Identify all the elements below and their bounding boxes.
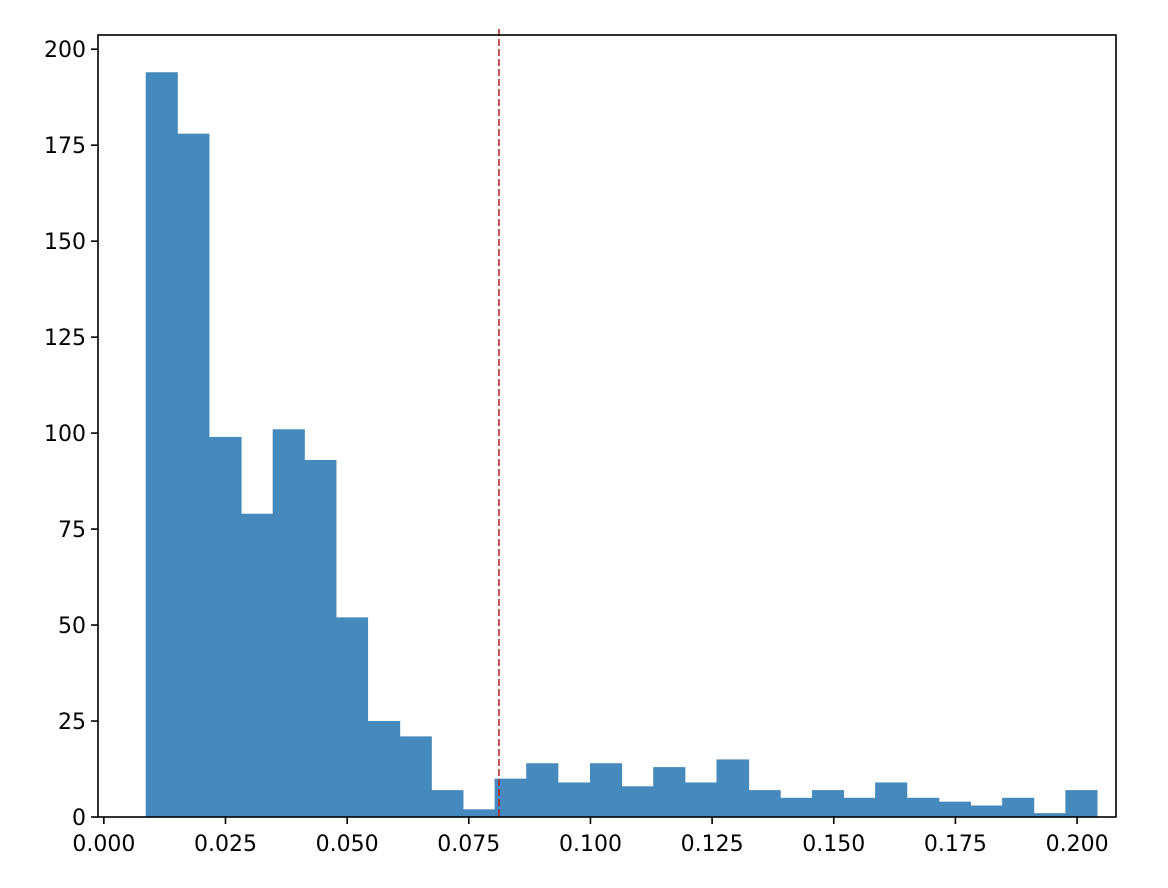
bar [906, 797, 940, 817]
x-tick-label: 0.000 [72, 832, 135, 857]
y-tick-label: 200 [44, 38, 86, 63]
bar [1002, 797, 1035, 817]
bar [241, 513, 274, 817]
x-tick-label: 0.175 [924, 832, 987, 857]
bar [621, 786, 654, 817]
x-tick-label: 0.200 [1046, 832, 1109, 857]
y-tick-label: 150 [44, 230, 86, 255]
bar [970, 805, 1003, 817]
bar [1065, 790, 1098, 817]
y-tick-label: 100 [44, 422, 86, 447]
bar [367, 721, 401, 817]
bar [177, 133, 210, 818]
bar [431, 790, 464, 817]
x-tick-label: 0.150 [802, 832, 865, 857]
bar [335, 617, 369, 817]
x-tick-label: 0.125 [681, 832, 744, 857]
bar [494, 778, 527, 817]
bar [716, 759, 750, 817]
y-tick-label: 0 [72, 806, 86, 831]
bar [875, 782, 908, 817]
bar [145, 72, 178, 817]
bar [208, 436, 242, 817]
bar [462, 809, 496, 817]
x-tick-label: 0.075 [437, 832, 500, 857]
bar [399, 736, 432, 817]
bar [843, 797, 876, 817]
y-tick-label: 175 [44, 134, 86, 159]
y-tick-label: 75 [58, 518, 86, 543]
bar [304, 459, 337, 817]
bar [557, 782, 591, 817]
bar [653, 767, 686, 817]
x-tick-label: 0.100 [559, 832, 622, 857]
bar [684, 782, 717, 817]
bar [748, 790, 781, 817]
bar [526, 763, 559, 817]
y-tick-label: 25 [58, 710, 86, 735]
bar [811, 790, 844, 817]
bar [272, 429, 305, 817]
bar [780, 797, 813, 817]
plot-frame [97, 34, 1117, 818]
x-tick-label: 0.025 [194, 832, 257, 857]
bar [589, 763, 623, 817]
y-tick-label: 125 [44, 326, 86, 351]
y-tick-label: 50 [58, 614, 86, 639]
x-tick-label: 0.050 [316, 832, 379, 857]
bar [1033, 813, 1066, 817]
bar [938, 801, 972, 817]
